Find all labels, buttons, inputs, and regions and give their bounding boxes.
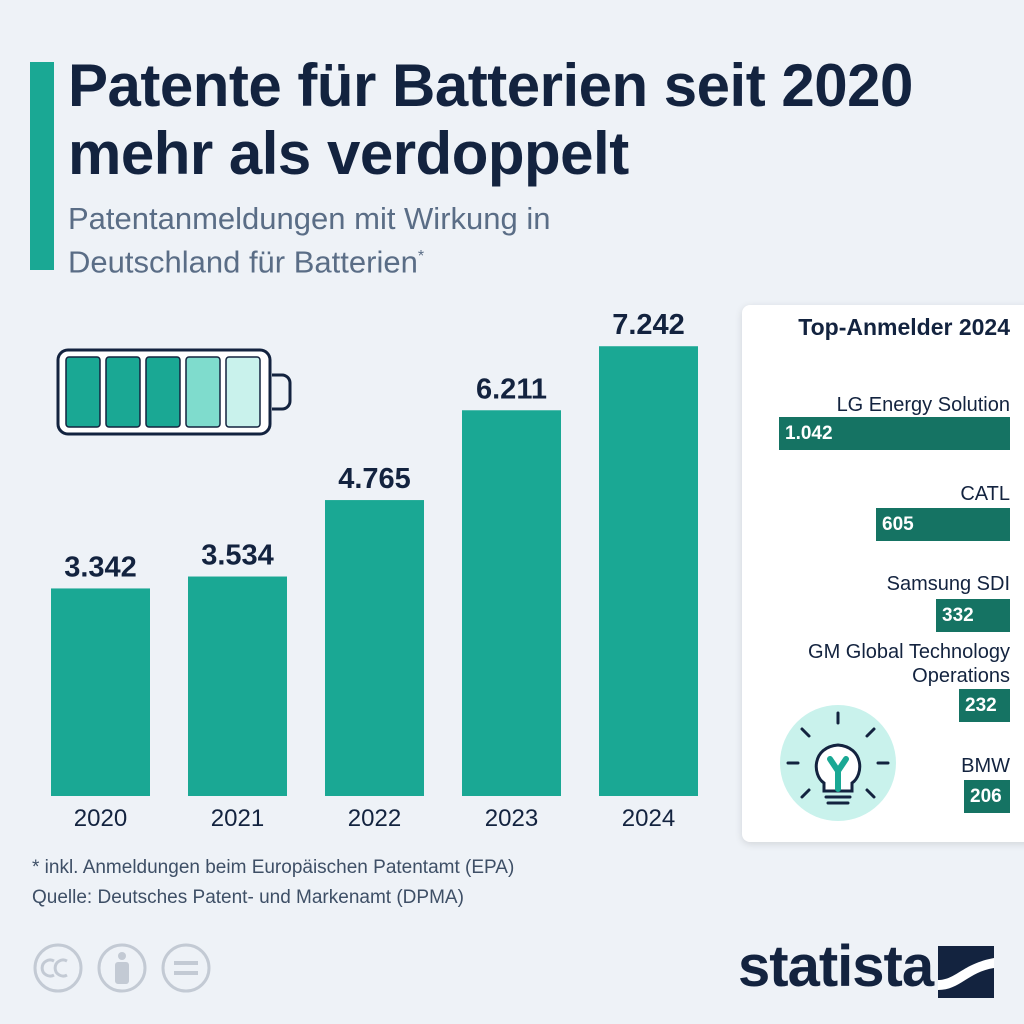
x-tick-label: 2024 <box>622 805 675 832</box>
applicant-bar: 1.042 <box>779 417 1010 450</box>
bar-2020 <box>51 588 150 796</box>
license-icons <box>33 943 211 993</box>
applicant-value-label: 1.042 <box>785 423 833 444</box>
applicant-name: LG Energy Solution <box>836 394 1010 416</box>
bar-2022 <box>325 500 424 796</box>
panel-title: Top-Anmelder 2024 <box>798 314 1010 340</box>
subtitle-footnote-marker: * <box>417 248 425 265</box>
cc-icon <box>33 943 83 993</box>
applicant-value-label: 232 <box>965 695 997 716</box>
bar-value-label: 7.242 <box>612 309 685 341</box>
x-tick-label: 2021 <box>211 805 264 832</box>
battery-icon <box>56 348 292 436</box>
bar-value-label: 3.342 <box>64 551 137 583</box>
subtitle-text: Patentanmeldungen mit Wirkung in Deutsch… <box>68 201 551 280</box>
bar-2021 <box>188 576 287 796</box>
footnote-block: * inkl. Anmeldungen beim Europäischen Pa… <box>32 853 514 913</box>
bars-group: 3.342 2020 3.534 2021 4.765 2022 6.211 2023 7.24… <box>51 309 698 832</box>
x-tick-label: 2020 <box>74 805 127 832</box>
applicant-bar: 232 <box>959 689 1010 722</box>
bar-2024 <box>599 346 698 796</box>
bar-value-label: 6.211 <box>476 373 547 405</box>
chart-subtitle: Patentanmeldungen mit Wirkung in Deutsch… <box>68 200 668 281</box>
bar-2023 <box>462 410 561 796</box>
applicant-bar: 605 <box>876 508 1010 541</box>
applicant-name: GM Global Technology Operations <box>808 641 1010 687</box>
applicant-value-label: 206 <box>970 786 1002 807</box>
brand-name: statista <box>738 934 934 999</box>
lightbulb-icon <box>780 705 896 821</box>
bar-value-label: 3.534 <box>201 540 274 572</box>
applicant-value-label: 605 <box>882 514 914 535</box>
x-tick-label: 2022 <box>348 805 401 832</box>
applicant-name: CATL <box>960 483 1010 505</box>
statista-logo: statista <box>738 934 998 1002</box>
applicant-name: Samsung SDI <box>886 573 1010 595</box>
applicant-bar: 206 <box>964 780 1010 813</box>
applicant-name: BMW <box>961 755 1010 777</box>
applicant-value-label: 332 <box>942 605 974 626</box>
bar-value-label: 4.765 <box>338 463 411 495</box>
x-tick-label: 2023 <box>485 805 538 832</box>
attribution-icon <box>97 943 147 993</box>
footnote-text: * inkl. Anmeldungen beim Europäischen Pa… <box>32 857 515 878</box>
statista-logo-icon <box>938 946 994 998</box>
chart-title: Patente für Batterien seit 2020 mehr als… <box>68 52 913 187</box>
title-accent-bar <box>30 62 54 270</box>
top-applicants-panel: Top-Anmelder 2024 LG Energy Solution 1.0… <box>742 305 1024 842</box>
applicant-bar: 332 <box>936 599 1010 632</box>
no-derivatives-icon <box>161 943 211 993</box>
source-text: Quelle: Deutsches Patent- und Markenamt … <box>32 887 464 908</box>
